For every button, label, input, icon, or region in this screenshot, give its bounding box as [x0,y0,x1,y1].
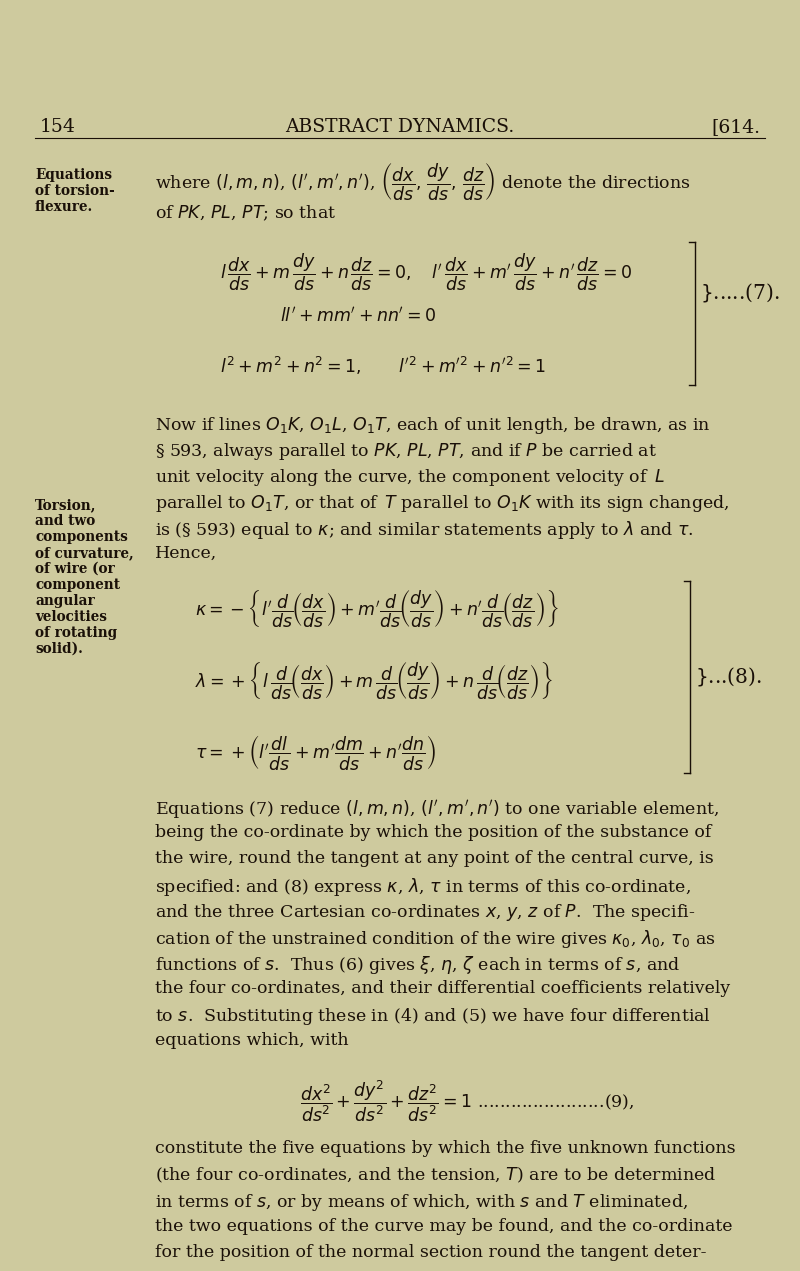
Text: being the co-ordinate by which the position of the substance of: being the co-ordinate by which the posit… [155,824,711,841]
Text: $\}$.....(7).: $\}$.....(7). [700,281,780,304]
Text: the wire, round the tangent at any point of the central curve, is: the wire, round the tangent at any point… [155,850,714,867]
Text: velocities: velocities [35,610,107,624]
Text: Torsion,: Torsion, [35,498,97,512]
Text: of torsion-: of torsion- [35,184,114,198]
Text: specified: and (8) express $\kappa$, $\lambda$, $\tau$ in terms of this co-ordin: specified: and (8) express $\kappa$, $\l… [155,876,691,899]
Text: $l\,\dfrac{dx}{ds}+m\,\dfrac{dy}{ds}+n\,\dfrac{dz}{ds}=0, \quad l'\,\dfrac{dx}{d: $l\,\dfrac{dx}{ds}+m\,\dfrac{dy}{ds}+n\,… [220,252,632,294]
Text: the four co-ordinates, and their differential coefficients relatively: the four co-ordinates, and their differe… [155,980,730,996]
Text: and the three Cartesian co-ordinates $x$, $y$, $z$ of $P$.  The specifi-: and the three Cartesian co-ordinates $x$… [155,902,695,923]
Text: unit velocity along the curve, the component velocity of $\,L$: unit velocity along the curve, the compo… [155,466,665,488]
Text: constitute the five equations by which the five unknown functions: constitute the five equations by which t… [155,1140,736,1157]
Text: of $PK$, $PL$, $PT$; so that: of $PK$, $PL$, $PT$; so that [155,205,336,224]
Text: where $(l, m, n)$, $(l', m', n')$, $\left(\dfrac{dx}{ds},\, \dfrac{dy}{ds},\, \d: where $(l, m, n)$, $(l', m', n')$, $\lef… [155,161,690,203]
Text: equations which, with: equations which, with [155,1032,349,1049]
Text: (the four co-ordinates, and the tension, $T$) are to be determined: (the four co-ordinates, and the tension,… [155,1166,716,1186]
Text: and two: and two [35,513,95,527]
Text: cation of the unstrained condition of the wire gives $\kappa_0$, $\lambda_0$, $\: cation of the unstrained condition of th… [155,928,715,949]
Text: parallel to $O_1T$, or that of $\,T$ parallel to $O_1K$ with its sign changed,: parallel to $O_1T$, or that of $\,T$ par… [155,493,730,513]
Text: $\lambda=+\left\{l\,\dfrac{d}{ds}\!\left(\dfrac{dx}{ds}\right)+m\,\dfrac{d}{ds}\: $\lambda=+\left\{l\,\dfrac{d}{ds}\!\left… [195,661,554,703]
Text: the two equations of the curve may be found, and the co-ordinate: the two equations of the curve may be fo… [155,1218,733,1235]
Text: $\dfrac{dx^2}{ds^2}+\dfrac{dy^2}{ds^2}+\dfrac{dz^2}{ds^2}=1$ ...................: $\dfrac{dx^2}{ds^2}+\dfrac{dy^2}{ds^2}+\… [300,1078,634,1124]
Text: of wire (or: of wire (or [35,562,114,576]
Text: Hence,: Hence, [155,545,218,562]
Text: solid).: solid). [35,642,83,656]
Text: is (§ 593) equal to $\kappa$; and similar statements apply to $\lambda$ and $\ta: is (§ 593) equal to $\kappa$; and simila… [155,519,694,541]
Text: component: component [35,578,120,592]
Text: of rotating: of rotating [35,627,118,641]
Text: § 593, always parallel to $PK$, $PL$, $PT$, and if $P$ be carried at: § 593, always parallel to $PK$, $PL$, $P… [155,441,657,461]
Text: ABSTRACT DYNAMICS.: ABSTRACT DYNAMICS. [286,118,514,136]
Text: functions of $s$.  Thus (6) gives $\xi$, $\eta$, $\zeta$ each in terms of $s$, a: functions of $s$. Thus (6) gives $\xi$, … [155,955,680,976]
Text: $\}$...(8).: $\}$...(8). [695,666,762,689]
Text: $\tau=+\left(l'\dfrac{dl}{ds}+m'\dfrac{dm}{ds}+n'\dfrac{dn}{ds}\right)$: $\tau=+\left(l'\dfrac{dl}{ds}+m'\dfrac{d… [195,733,436,771]
Text: Now if lines $O_1K$, $O_1L$, $O_1T$, each of unit length, be drawn, as in: Now if lines $O_1K$, $O_1L$, $O_1T$, eac… [155,416,710,436]
Text: $\kappa=-\left\{l'\dfrac{d}{ds}\!\left(\dfrac{dx}{ds}\right)+m'\dfrac{d}{ds}\!\l: $\kappa=-\left\{l'\dfrac{d}{ds}\!\left(\… [195,588,558,630]
Text: [614.: [614. [711,118,760,136]
Text: Equations: Equations [35,168,112,182]
Text: $l^2+m^2+n^2=1, \qquad l'^2+m'^2+n'^2=1$: $l^2+m^2+n^2=1, \qquad l'^2+m'^2+n'^2=1$ [220,355,546,377]
Text: in terms of $s$, or by means of which, with $s$ and $T$ eliminated,: in terms of $s$, or by means of which, w… [155,1192,688,1213]
Text: components: components [35,530,128,544]
Text: for the position of the normal section round the tangent deter-: for the position of the normal section r… [155,1244,706,1261]
Text: flexure.: flexure. [35,200,94,214]
Text: 154: 154 [40,118,76,136]
Text: to $s$.  Substituting these in (4) and (5) we have four differential: to $s$. Substituting these in (4) and (5… [155,1007,711,1027]
Text: Equations (7) reduce $(l, m, n)$, $(l', m', n')$ to one variable element,: Equations (7) reduce $(l, m, n)$, $(l', … [155,798,719,821]
Text: of curvature,: of curvature, [35,547,134,561]
Text: $ll'+mm'+nn'=0$: $ll'+mm'+nn'=0$ [280,308,436,325]
Text: angular: angular [35,594,94,608]
